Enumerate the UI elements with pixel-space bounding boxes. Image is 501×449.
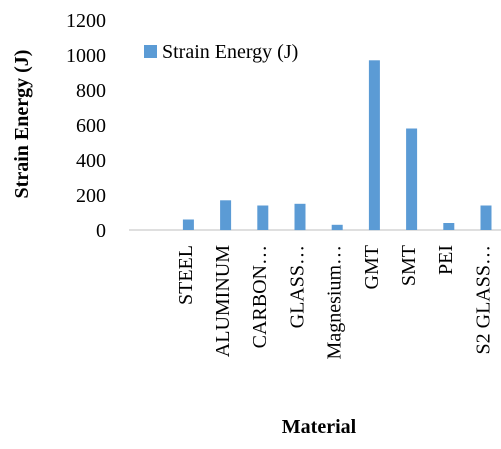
y-axis-ticks: 0 200 400 600 800 1000 1200: [66, 10, 106, 242]
bar: [182, 219, 194, 230]
bar: [257, 205, 269, 230]
y-tick-label: 0: [96, 220, 106, 242]
legend-label: Strain Energy (J): [162, 41, 298, 63]
y-tick-label: 800: [76, 80, 106, 102]
y-tick-label: 200: [76, 185, 106, 207]
y-tick-label: 600: [76, 115, 106, 137]
x-tick-label: S2 GLASS…: [472, 245, 494, 354]
y-tick-label: 1200: [66, 10, 106, 32]
y-tick-label: 400: [76, 150, 106, 172]
x-axis-labels: STEEL ALUMINUM CARBON… GLASS… Magnesium… GMT S…: [175, 245, 495, 360]
x-tick-label: GMT: [361, 245, 383, 289]
y-tick-label: 1000: [66, 45, 106, 67]
legend-swatch: [144, 45, 157, 58]
x-tick-label: SMT: [398, 245, 420, 286]
bar: [443, 223, 455, 230]
bar: [331, 224, 343, 231]
bar: [406, 128, 418, 230]
legend: Strain Energy (J): [144, 41, 298, 63]
x-tick-label: STEEL: [175, 245, 197, 305]
x-tick-label: Magnesium…: [324, 245, 346, 359]
x-tick-label: GLASS…: [286, 245, 308, 328]
y-axis-title: Strain Energy (J): [11, 50, 33, 199]
x-tick-label: PEI: [435, 245, 457, 275]
bar: [368, 60, 380, 231]
x-tick-label: CARBON…: [249, 245, 271, 348]
bar: [220, 200, 232, 231]
bars: [182, 60, 492, 231]
bar: [480, 205, 492, 230]
bar: [294, 203, 306, 231]
x-tick-label: ALUMINUM: [212, 245, 234, 357]
x-axis-title: Material: [282, 416, 357, 438]
